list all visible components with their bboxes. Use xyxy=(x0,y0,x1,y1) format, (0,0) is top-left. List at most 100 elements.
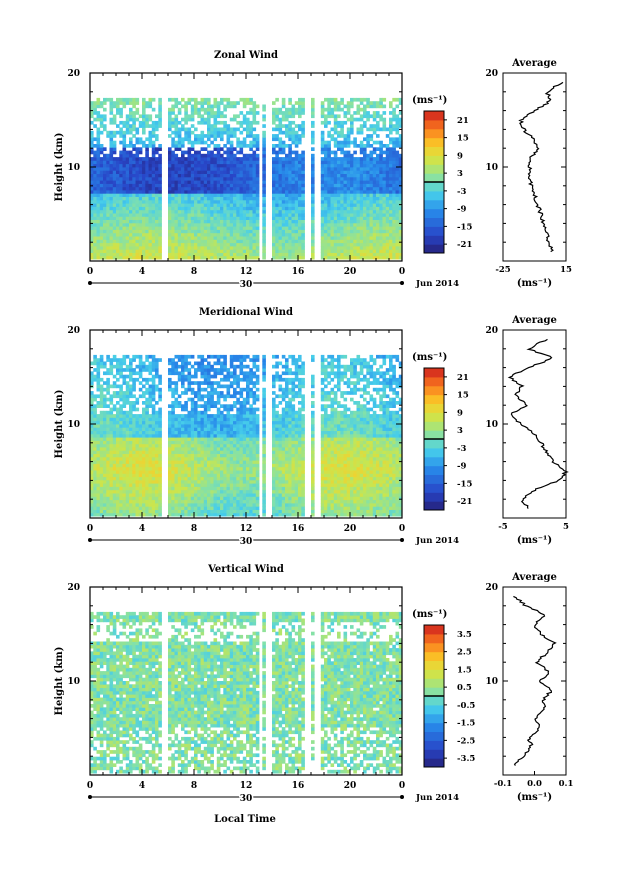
heatmap-cell xyxy=(158,167,162,171)
heatmap-cell xyxy=(353,209,357,214)
heatmap-cell xyxy=(213,236,218,240)
heatmap-cell xyxy=(171,193,175,197)
heatmap-cell xyxy=(171,473,175,478)
heatmap-cell xyxy=(155,167,159,171)
heatmap-cell xyxy=(129,130,133,135)
heatmap-cell xyxy=(90,433,94,438)
heatmap-cell xyxy=(112,391,117,395)
heatmap-cell xyxy=(177,371,182,376)
heatmap-cell xyxy=(119,232,123,237)
heatmap-cell xyxy=(210,206,214,211)
heatmap-cell xyxy=(187,183,192,188)
heatmap-cell xyxy=(337,130,341,135)
heatmap-cell xyxy=(148,203,153,207)
heatmap-cell xyxy=(356,226,361,230)
heatmap-cell xyxy=(382,190,387,194)
heatmap-cell xyxy=(327,246,331,250)
heatmap-cell xyxy=(158,219,162,224)
heatmap-cell xyxy=(301,176,305,181)
heatmap-cell xyxy=(343,170,348,174)
heatmap-cell xyxy=(294,101,299,105)
heatmap-cell xyxy=(389,226,393,230)
heatmap-cell xyxy=(90,206,94,211)
heatmap-cell xyxy=(366,203,370,207)
heatmap-cell xyxy=(337,232,341,237)
heatmap-cell xyxy=(255,226,260,230)
heatmap-cell xyxy=(155,470,159,474)
heatmap-cell xyxy=(106,180,110,184)
heatmap-cell xyxy=(363,246,367,250)
heatmap-cell xyxy=(184,183,188,188)
heatmap-cell xyxy=(392,127,396,132)
heatmap-cell xyxy=(181,433,185,438)
heatmap-cell xyxy=(155,479,159,484)
heatmap-cell xyxy=(320,147,325,151)
heatmap-cell xyxy=(249,111,253,115)
heatmap-cell xyxy=(294,229,299,234)
heatmap-cell xyxy=(262,173,266,178)
heatmap-cell xyxy=(151,443,156,448)
heatmap-cell xyxy=(369,239,374,244)
heatmap-cell xyxy=(142,407,146,412)
heatmap-cell xyxy=(288,219,292,224)
heatmap-cell xyxy=(229,216,234,220)
heatmap-cell xyxy=(239,193,244,197)
heatmap-cell xyxy=(122,404,127,408)
heatmap-cell xyxy=(210,246,214,250)
heatmap-cell xyxy=(187,157,192,161)
heatmap-cell xyxy=(119,209,123,214)
heatmap-cell xyxy=(93,232,97,237)
heatmap-cell xyxy=(252,216,257,220)
heatmap-cell xyxy=(223,236,227,240)
heatmap-cell xyxy=(395,104,400,109)
heatmap-cell xyxy=(174,140,179,145)
heatmap-cell xyxy=(125,381,130,385)
heatmap-cell xyxy=(288,213,292,217)
heatmap-cell xyxy=(242,180,247,184)
heatmap-cell xyxy=(148,509,153,514)
heatmap-cell xyxy=(200,163,205,168)
heatmap-cell xyxy=(200,176,205,181)
heatmap-cell xyxy=(181,209,185,214)
heatmap-cell xyxy=(288,249,292,253)
heatmap-cell xyxy=(294,180,299,184)
heatmap-cell xyxy=(99,193,104,197)
heatmap-cell xyxy=(207,176,211,181)
heatmap-cell xyxy=(145,391,149,395)
heatmap-cell xyxy=(207,114,211,119)
heatmap-cell xyxy=(177,242,182,247)
heatmap-cell xyxy=(135,397,140,402)
colorbar-units: (ms⁻¹) xyxy=(412,95,447,106)
heatmap-cell xyxy=(106,134,110,138)
heatmap-cell xyxy=(223,219,227,224)
heatmap-cell xyxy=(194,186,198,191)
heatmap-cell xyxy=(346,196,351,201)
heatmap-cell xyxy=(291,252,296,257)
heatmap-cell xyxy=(171,499,175,504)
heatmap-cell xyxy=(109,440,114,445)
heatmap-cell xyxy=(177,506,182,510)
heatmap-cell xyxy=(90,430,94,435)
heatmap-cell xyxy=(151,479,156,484)
heatmap-cell xyxy=(327,157,331,161)
heatmap-cell xyxy=(252,163,257,168)
heatmap-cell xyxy=(252,150,257,155)
heatmap-cell xyxy=(210,236,214,240)
heatmap-cell xyxy=(285,111,289,115)
heatmap-cell xyxy=(181,193,185,197)
colorbar-segment xyxy=(424,119,444,130)
heatmap-cell xyxy=(99,219,104,224)
heatmap-cell xyxy=(158,252,162,257)
heatmap-cell xyxy=(99,180,104,184)
heatmap-cell xyxy=(142,213,146,217)
heatmap-cell xyxy=(220,226,224,230)
average-x-tick-label: 15 xyxy=(560,265,572,275)
heatmap-cell xyxy=(216,134,221,138)
heatmap-cell xyxy=(272,236,276,240)
heatmap-cell xyxy=(103,117,107,122)
heatmap-cell xyxy=(330,160,335,165)
heatmap-cell xyxy=(281,252,286,257)
heatmap-cell xyxy=(93,190,97,194)
heatmap-cell xyxy=(151,199,156,204)
